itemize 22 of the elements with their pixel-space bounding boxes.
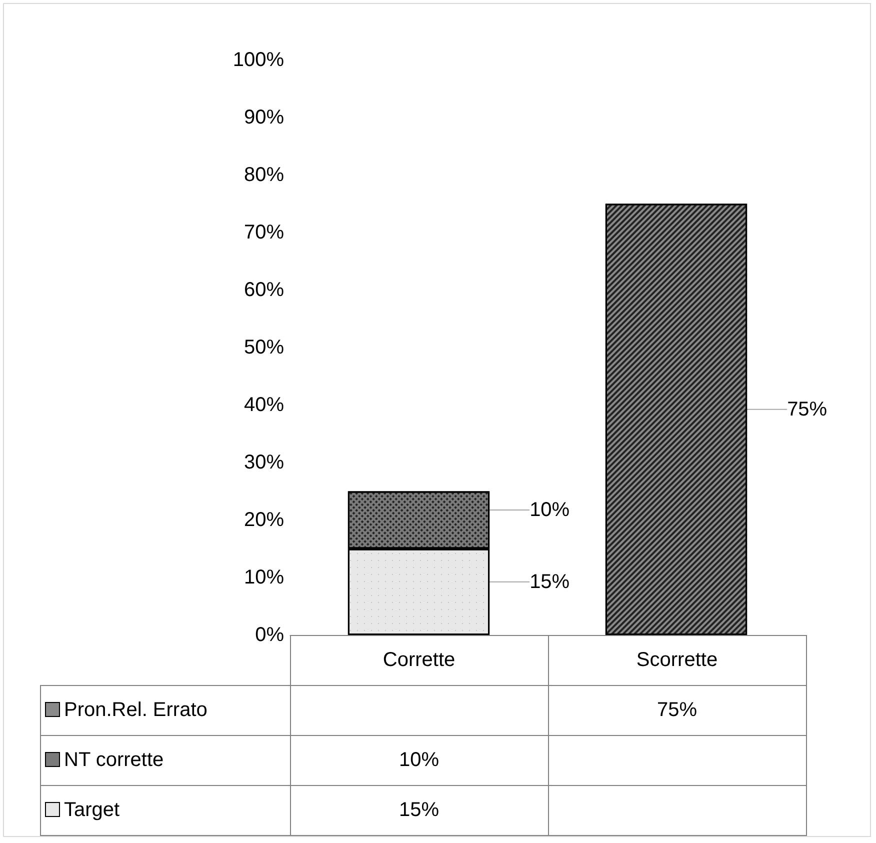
x-tick-label: Scorrette (548, 636, 806, 686)
y-tick-label: 20% (244, 509, 284, 531)
y-tick-label: 10% (244, 566, 284, 588)
y-tick-label: 30% (244, 452, 284, 474)
text: 10% (398, 749, 440, 771)
data-label: 15% (530, 570, 570, 593)
legend-label: Pron.Rel. Errato (40, 686, 290, 736)
legend-label: NT corrette (40, 736, 290, 786)
y-tick-label: 50% (244, 336, 284, 358)
y-tick-label: 60% (244, 279, 284, 301)
y-tick-label: 80% (244, 164, 284, 186)
data-label: 10% (530, 499, 570, 521)
x-tick-label: Corrette (290, 636, 548, 686)
text: 15% (398, 799, 440, 821)
y-tick-label: 40% (244, 394, 284, 416)
y-tick-label: 70% (244, 222, 284, 244)
legend-label: Target (40, 786, 290, 836)
y-tick-label: 100% (232, 49, 284, 71)
y-tick-label: 90% (244, 106, 284, 128)
text: 75% (656, 699, 698, 721)
y-tick-label: 0% (255, 624, 284, 646)
data-label: 75% (787, 398, 828, 420)
